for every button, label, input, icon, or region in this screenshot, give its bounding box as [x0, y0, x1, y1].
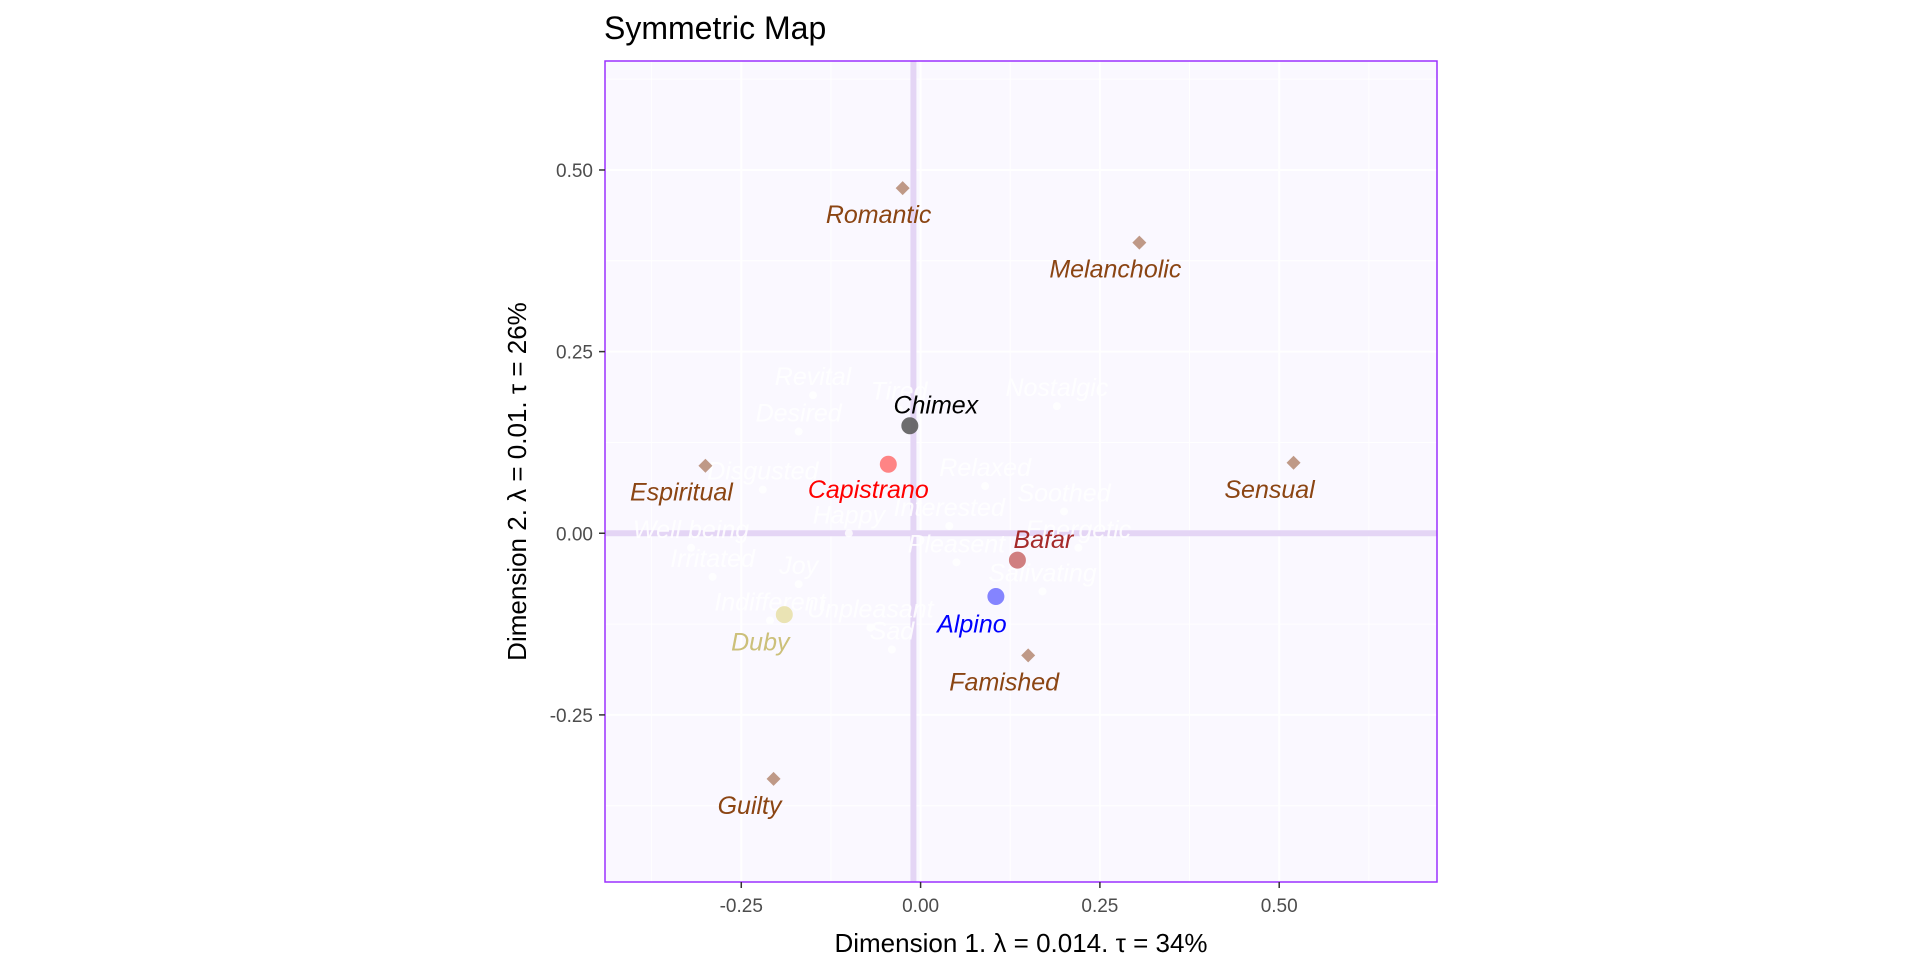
column-point-label: Guilty: [718, 792, 783, 820]
faded-point: [887, 645, 896, 654]
faded-point-label: Interested: [894, 494, 1006, 522]
faded-point-label: Happy: [813, 501, 887, 529]
faded-point-label: Tired: [871, 378, 929, 406]
row-point-label: Capistrano: [808, 476, 929, 504]
faded-point: [895, 405, 904, 414]
faded-point: [981, 482, 990, 491]
y-axis-title: Dimension 2. λ = 0.01. τ = 26%: [502, 302, 532, 661]
row-point-label: Chimex: [893, 392, 979, 420]
faded-point-label: Relaxed: [939, 454, 1032, 482]
faded-point: [708, 572, 717, 581]
faded-point-label: Irritated: [670, 545, 756, 573]
faded-point: [758, 485, 767, 494]
faded-point: [765, 616, 774, 625]
column-point-diamond: [698, 458, 713, 473]
plot-panel-border: [604, 60, 1438, 883]
faded-point-label: Sad: [870, 618, 916, 646]
faded-point: [794, 427, 803, 436]
faded-point: [809, 391, 817, 400]
column-point-label: Melancholic: [1049, 256, 1182, 284]
faded-point-label: Disgusted: [707, 458, 819, 486]
chart-title: Symmetric Map: [604, 10, 827, 46]
y-tick-label: 0.25: [556, 343, 593, 364]
faded-point-label: Salivating: [988, 559, 1096, 587]
faded-point: [1074, 543, 1083, 552]
x-axis-title: Dimension 1. λ = 0.014. τ = 34%: [834, 928, 1207, 958]
faded-point-label: Unpleasant: [807, 596, 935, 624]
column-point-diamond: [766, 771, 781, 786]
column-point-label: Espiritual: [630, 479, 734, 507]
y-tick-label: 0.50: [556, 161, 593, 182]
row-point-circle: [987, 587, 1005, 605]
faded-point: [945, 521, 954, 530]
plot-panel: [605, 61, 1437, 882]
row-point-circle: [879, 455, 897, 473]
faded-point: [794, 580, 803, 589]
faded-point: [1052, 402, 1061, 411]
x-tick-label: 0.50: [1261, 896, 1298, 917]
y-tick-label: -0.25: [550, 706, 593, 727]
faded-point: [866, 623, 875, 632]
column-point-diamond: [895, 181, 910, 196]
faded-point-label: Well being: [633, 516, 749, 544]
x-tick-label: 0.00: [902, 896, 939, 917]
column-point-label: Romantic: [826, 201, 932, 229]
faded-point-label: Soothed: [1017, 479, 1111, 507]
faded-point: [1038, 587, 1047, 596]
y-tick-label: 0.00: [556, 524, 593, 545]
column-point-diamond: [1021, 648, 1036, 663]
row-point-label: Alpino: [935, 610, 1007, 638]
faded-point: [952, 558, 961, 567]
faded-point-label: Joy: [778, 552, 819, 580]
faded-point: [1060, 507, 1069, 516]
row-point-circle: [1008, 551, 1026, 569]
row-point-label: Bafar: [1014, 526, 1075, 554]
row-point-circle: [775, 606, 793, 624]
faded-point-label: Desired: [756, 400, 843, 428]
faded-point: [687, 543, 696, 552]
faded-point-label: Energetic: [1026, 516, 1132, 544]
x-tick-label: -0.25: [720, 896, 763, 917]
column-point-diamond: [1132, 235, 1147, 250]
faded-point-label: Pleasent: [908, 530, 1006, 558]
column-point-label: Famished: [949, 668, 1060, 696]
x-tick-label: 0.25: [1081, 896, 1118, 917]
faded-point-label: Nostalgic: [1005, 374, 1108, 402]
column-point-label: Sensual: [1224, 476, 1316, 504]
faded-point: [844, 529, 853, 538]
row-point-circle: [901, 417, 919, 435]
row-point-label: Duby: [731, 629, 791, 657]
faded-point-label: Revital: [775, 363, 853, 391]
column-point-diamond: [1286, 455, 1301, 470]
faded-point-label: Indifferent: [714, 588, 826, 616]
